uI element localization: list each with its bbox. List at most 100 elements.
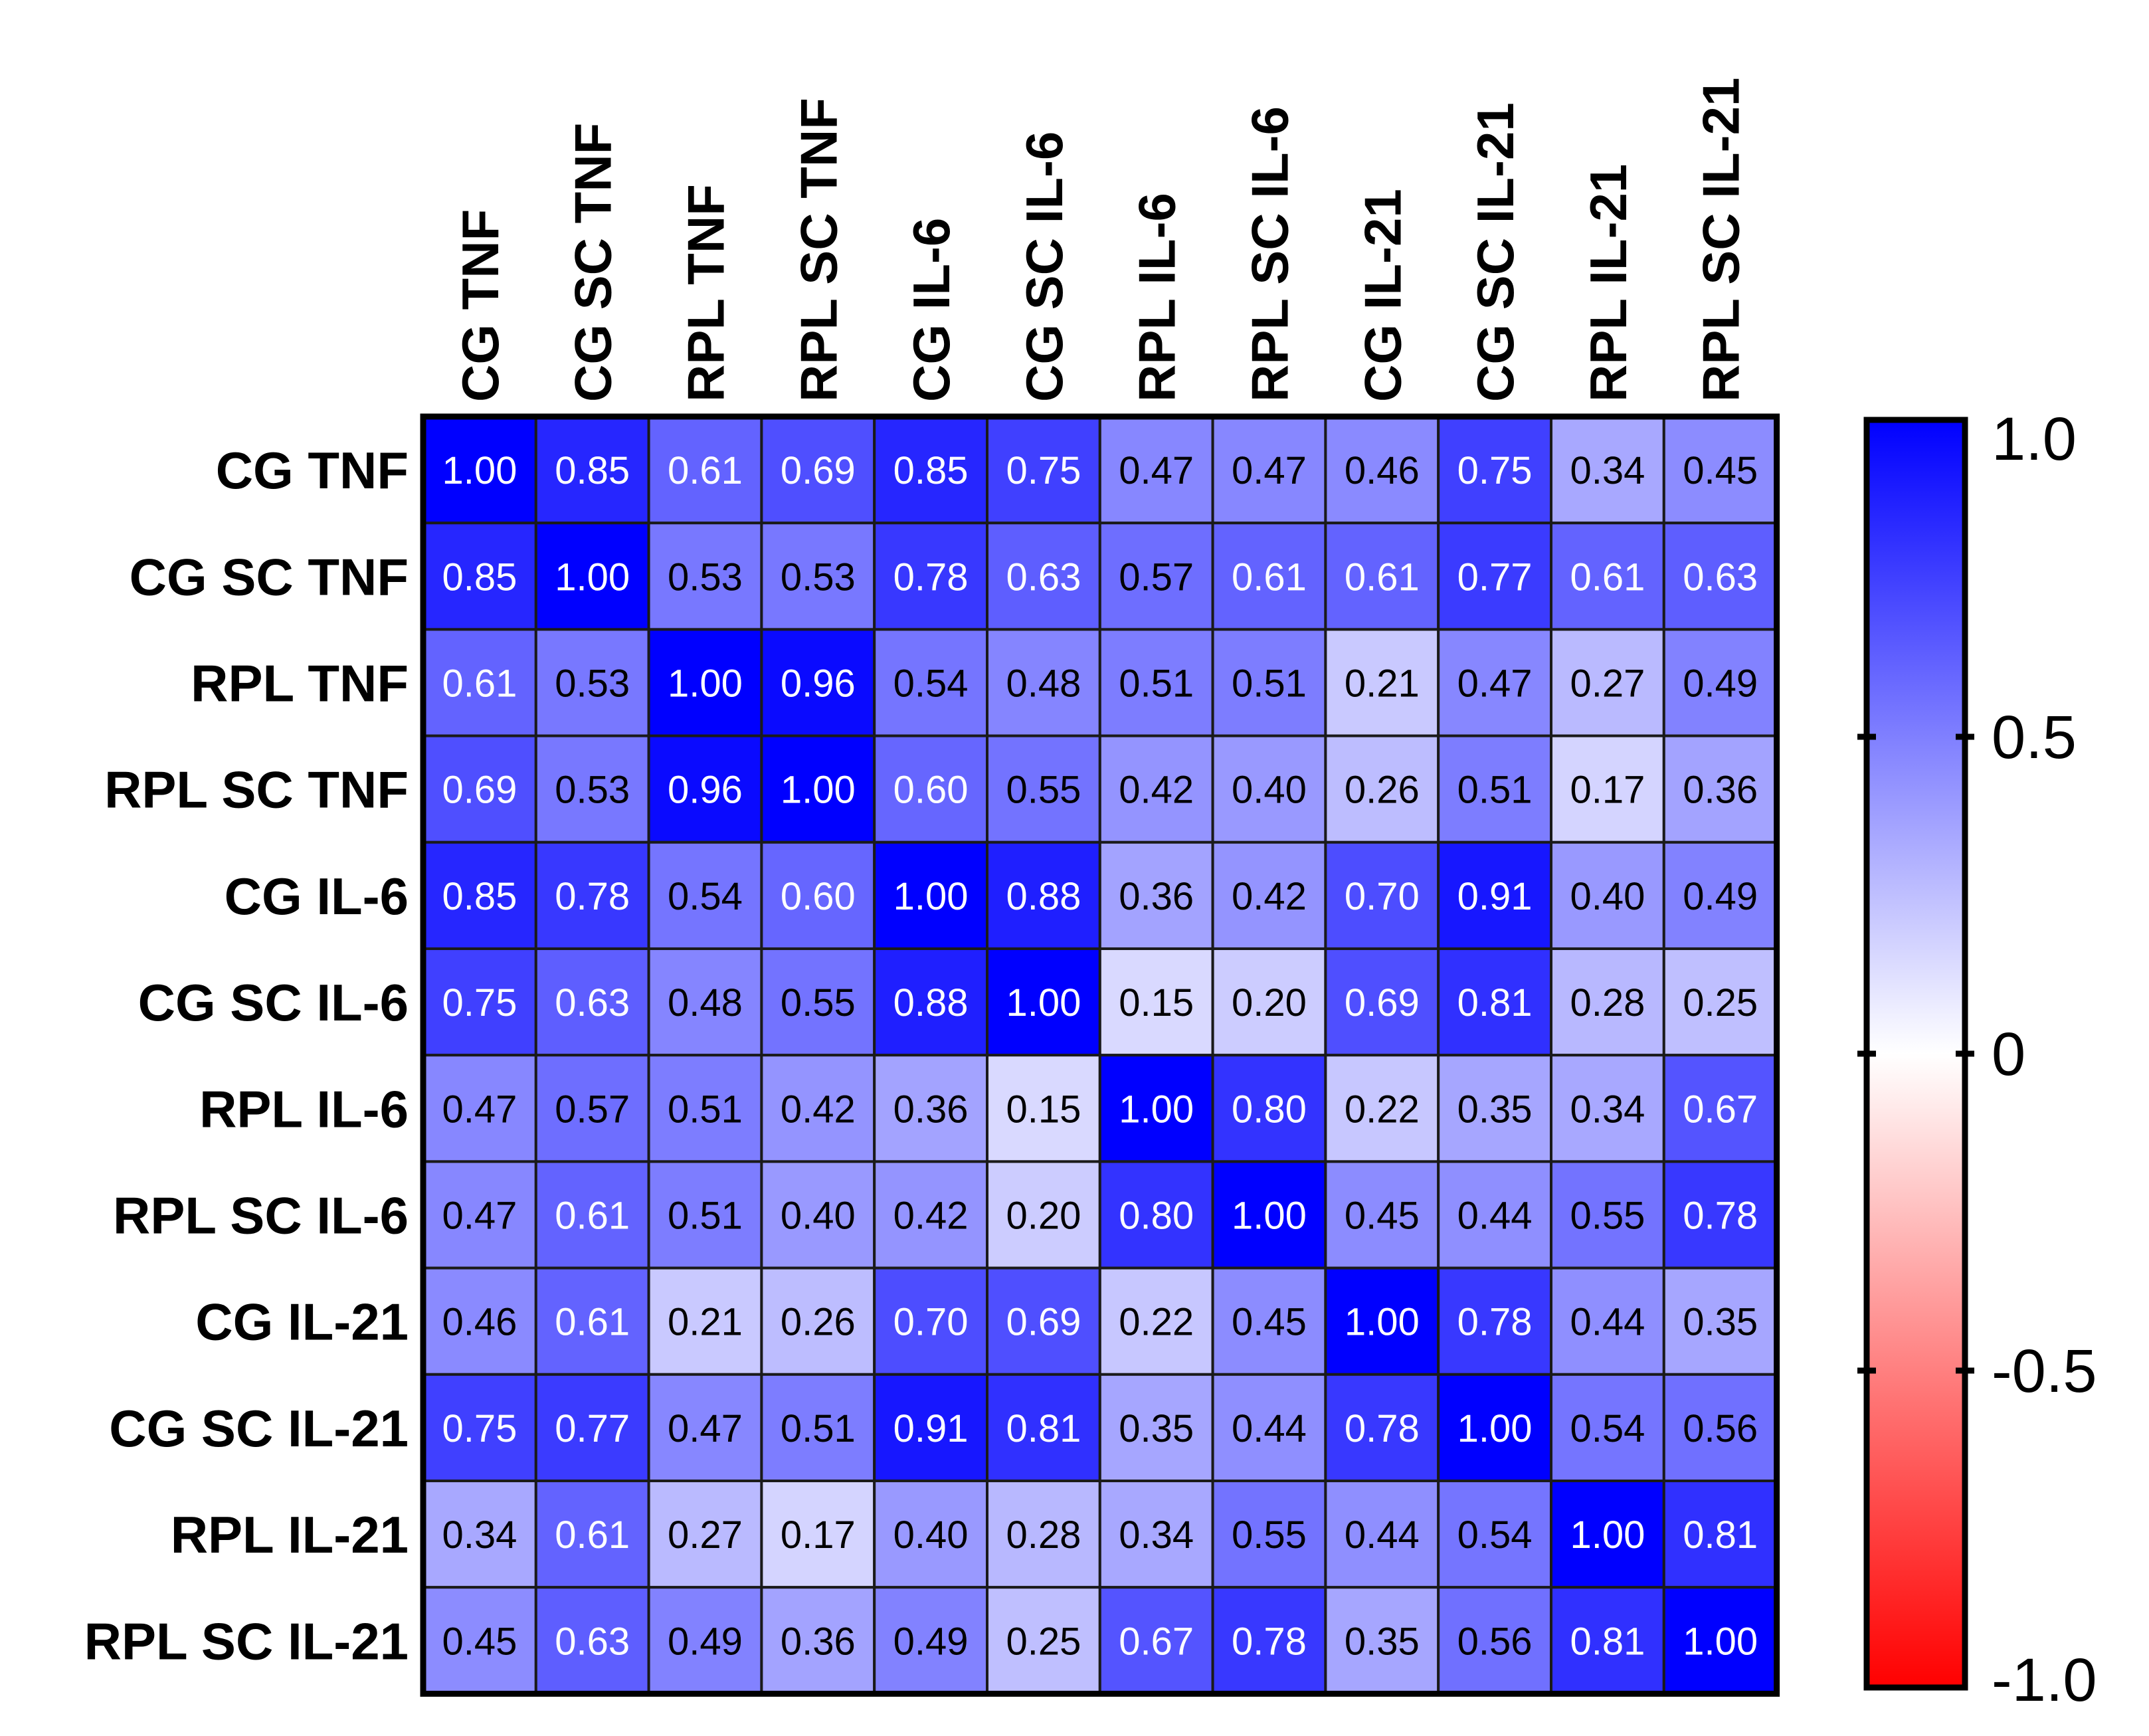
heatmap-cell-value: 0.63 — [555, 981, 630, 1024]
heatmap-cell — [1662, 734, 1778, 844]
heatmap-cell-value: 1.00 — [893, 875, 969, 918]
heatmap-cell-value: 0.47 — [442, 1195, 517, 1238]
heatmap-cell-value: 0.34 — [1570, 449, 1645, 492]
column-label: RPL SC IL-21 — [1692, 78, 1750, 402]
row-label: RPL IL-6 — [199, 1080, 409, 1138]
heatmap-cell — [986, 1586, 1101, 1695]
heatmap-cell-value: 0.48 — [668, 981, 743, 1024]
column-label: CG IL-21 — [1353, 189, 1412, 402]
heatmap-cell-values: 1.00 0.85 0.61 0.69 0.85 0.75 0.47 0.47 0.46 0.75… — [442, 449, 1758, 1663]
heatmap-cell — [1098, 1480, 1214, 1589]
heatmap-cell-value: 0.78 — [1457, 1301, 1533, 1344]
heatmap-cell-value: 0.75 — [1006, 449, 1081, 492]
heatmap-cell-value: 0.81 — [1570, 1620, 1645, 1663]
heatmap-cell-value: 0.61 — [555, 1195, 630, 1238]
heatmap-cell-value: 0.61 — [555, 1513, 630, 1557]
heatmap-cell — [1324, 947, 1440, 1057]
heatmap-cell — [1098, 1160, 1214, 1270]
heatmap-cell-value: 0.78 — [1345, 1407, 1420, 1450]
heatmap-cell-value: 0.85 — [442, 555, 517, 599]
row-label: CG SC IL-21 — [109, 1399, 409, 1458]
heatmap-cell-value: 0.20 — [1232, 981, 1307, 1024]
row-label: RPL SC TNF — [104, 761, 409, 819]
heatmap-cell-value: 0.56 — [1457, 1620, 1533, 1663]
row-label: CG IL-21 — [195, 1293, 409, 1351]
heatmap-cell-value: 0.63 — [1683, 555, 1758, 599]
heatmap-cell — [760, 734, 876, 844]
heatmap-cell — [873, 840, 988, 951]
colorbar-tick-label: 1.0 — [1992, 405, 2077, 473]
row-label: RPL SC IL-21 — [84, 1612, 409, 1670]
heatmap-cell — [760, 947, 876, 1057]
heatmap-cell — [1324, 1480, 1440, 1589]
heatmap-cell-value: 1.00 — [1006, 981, 1081, 1024]
heatmap-cell — [1098, 840, 1214, 951]
heatmap-cell-value: 0.85 — [442, 875, 517, 918]
heatmap-cell — [1437, 947, 1552, 1057]
heatmap-cell-value: 0.57 — [555, 1088, 630, 1131]
heatmap-cell — [760, 1480, 876, 1589]
colorbar-tick-label: -1.0 — [1992, 1646, 2097, 1714]
heatmap-cell — [534, 522, 650, 631]
heatmap-cell-value: 0.15 — [1119, 981, 1194, 1024]
heatmap-cell-value: 0.51 — [1457, 769, 1533, 812]
heatmap-cell — [1098, 522, 1214, 631]
heatmap-cell-value: 0.42 — [781, 1088, 856, 1131]
heatmap-cell — [986, 522, 1101, 631]
heatmap-cell — [873, 1160, 988, 1270]
heatmap-cell-value: 0.81 — [1457, 981, 1533, 1024]
heatmap-cell — [1437, 415, 1552, 525]
heatmap-cell-value: 0.45 — [1683, 449, 1758, 492]
heatmap-cell-value: 0.56 — [1683, 1407, 1758, 1450]
heatmap-cell — [1211, 415, 1327, 525]
heatmap-cell-value: 1.00 — [555, 555, 630, 599]
heatmap-cell-value: 0.17 — [1570, 769, 1645, 812]
heatmap-cell-value: 1.00 — [1119, 1088, 1194, 1131]
heatmap-cell — [1324, 1266, 1440, 1376]
row-label: RPL TNF — [191, 654, 409, 713]
heatmap-cell — [1098, 1586, 1214, 1695]
heatmap-cell-value: 0.45 — [442, 1620, 517, 1663]
heatmap-cell-value: 0.75 — [442, 981, 517, 1024]
heatmap-cell — [422, 1480, 537, 1589]
heatmap-cell — [1550, 840, 1665, 951]
heatmap-cell — [1437, 734, 1552, 844]
heatmap-cell-value: 0.55 — [1232, 1513, 1307, 1557]
heatmap-cell-value: 0.78 — [1232, 1620, 1307, 1663]
heatmap-cell — [1550, 1480, 1665, 1589]
heatmap-cell — [1324, 734, 1440, 844]
heatmap-cell-value: 0.22 — [1345, 1088, 1420, 1131]
heatmap-cell — [1550, 1373, 1665, 1483]
heatmap-cell-value: 0.69 — [442, 769, 517, 812]
heatmap-cell-value: 0.34 — [1570, 1088, 1645, 1131]
heatmap-cell-value: 0.81 — [1683, 1513, 1758, 1557]
heatmap-cell-value: 0.60 — [893, 769, 969, 812]
heatmap-cell — [647, 1266, 763, 1376]
heatmap-cell-value: 0.44 — [1570, 1301, 1645, 1344]
heatmap-cell-value: 0.55 — [1570, 1195, 1645, 1238]
heatmap-cell-value: 1.00 — [1345, 1301, 1420, 1344]
heatmap-cell-value: 0.80 — [1119, 1195, 1194, 1238]
heatmap-cell-value: 0.75 — [1457, 449, 1533, 492]
heatmap-cell-value: 0.20 — [1006, 1195, 1081, 1238]
heatmap-cell-value: 0.55 — [781, 981, 856, 1024]
heatmap-cell-value: 0.36 — [781, 1620, 856, 1663]
heatmap-cell-value: 0.53 — [555, 769, 630, 812]
heatmap-cell — [1550, 1160, 1665, 1270]
heatmap-cell-value: 0.91 — [1457, 875, 1533, 918]
heatmap-cell-value: 0.54 — [893, 662, 969, 706]
heatmap-cell-value: 0.54 — [1570, 1407, 1645, 1450]
heatmap-cell — [1437, 1054, 1552, 1163]
heatmap-cell — [1550, 1586, 1665, 1695]
heatmap-cell-value: 0.40 — [893, 1513, 969, 1557]
heatmap-cell — [647, 1054, 763, 1163]
row-label: CG TNF — [216, 441, 409, 500]
heatmap-cell — [1437, 1586, 1552, 1695]
heatmap-cell-value: 0.67 — [1119, 1620, 1194, 1663]
heatmap-cell-value: 0.36 — [893, 1088, 969, 1131]
heatmap-cell — [1662, 628, 1778, 737]
heatmap-cell-value: 0.51 — [1119, 662, 1194, 706]
heatmap-cell-value: 0.88 — [1006, 875, 1081, 918]
heatmap-cell — [422, 1160, 537, 1270]
heatmap-cell-value: 1.00 — [781, 769, 856, 812]
